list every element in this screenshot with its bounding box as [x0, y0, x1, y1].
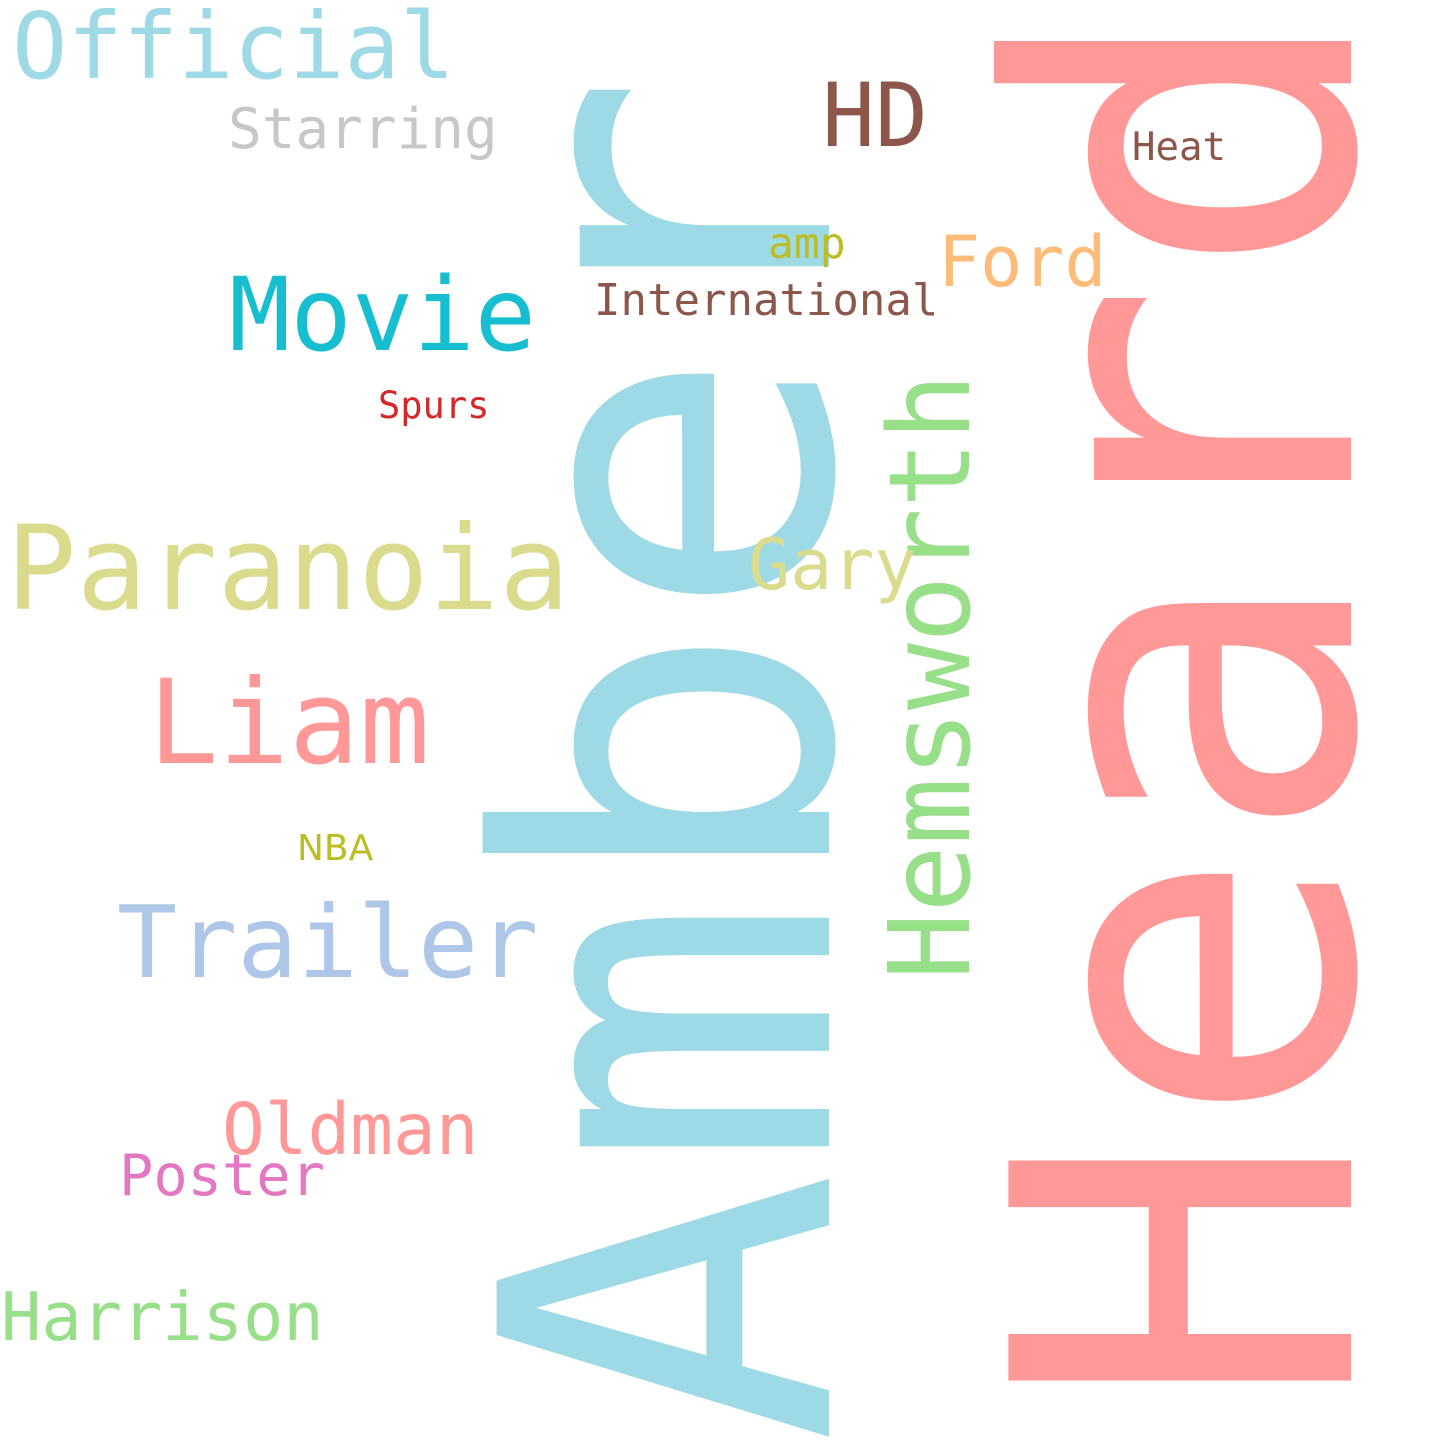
word-starring: Starring — [228, 97, 498, 162]
word-nba: NBA — [297, 828, 374, 869]
word-movie: Movie — [229, 256, 537, 375]
word-poster: Poster — [119, 1143, 325, 1209]
word-hd: HD — [822, 64, 928, 167]
word-ford: Ford — [938, 221, 1107, 303]
word-heat: Heat — [1132, 125, 1226, 170]
word-spurs: Spurs — [378, 384, 490, 427]
word-liam: Liam — [148, 654, 430, 791]
word-international: International — [594, 275, 939, 326]
word-trailer: Trailer — [117, 884, 539, 1001]
word-paranoia: Paranoia — [6, 500, 570, 637]
word-official: Official — [12, 0, 456, 100]
word-amp: amp — [768, 219, 846, 269]
word-hemsworth: Hemsworth — [866, 373, 996, 980]
word-oldman: Oldman — [222, 1088, 479, 1171]
word-heard: Heard — [915, 0, 1440, 1412]
word-harrison: Harrison — [1, 1278, 324, 1356]
word-gary: Gary — [748, 524, 917, 606]
